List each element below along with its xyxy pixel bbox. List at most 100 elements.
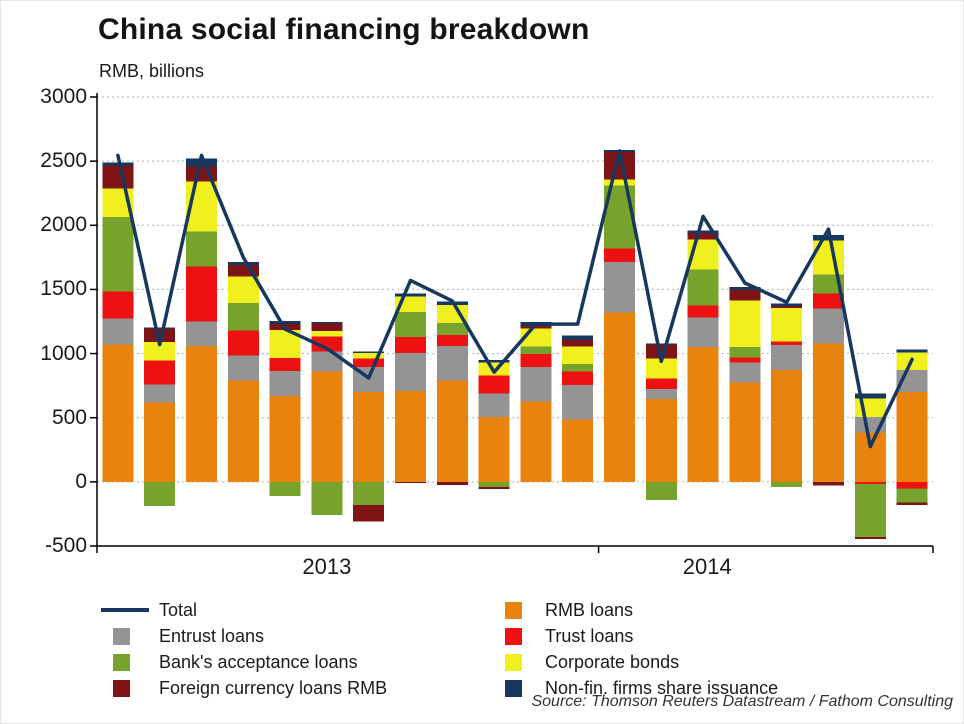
bar-segment <box>102 165 134 189</box>
bar-segment <box>144 342 176 361</box>
bar-segment <box>269 395 301 482</box>
bar-segment <box>395 293 426 297</box>
bar-segment <box>102 162 134 166</box>
legend-square-swatch-icon <box>501 601 545 619</box>
legend-label: RMB loans <box>545 599 634 620</box>
bar-segment <box>562 340 594 347</box>
bar-segment <box>436 380 468 482</box>
legend-line-swatch-icon <box>97 608 159 612</box>
bar-segment <box>227 265 259 277</box>
bar-segment <box>729 357 761 363</box>
bar-segment <box>102 318 134 345</box>
bar-segment <box>478 486 510 489</box>
bar-segment <box>186 345 217 482</box>
legend-square-swatch-icon <box>501 679 545 697</box>
bar-segment <box>645 388 677 400</box>
chart-subtitle: RMB, billions <box>99 61 205 81</box>
bar-segment <box>395 311 426 337</box>
bar-segment <box>645 481 677 500</box>
bar-segment <box>771 345 803 371</box>
bar-segment <box>771 481 803 487</box>
bar-segment <box>645 399 677 482</box>
bar-segment <box>520 367 552 402</box>
bar-segment <box>771 370 803 482</box>
bar-segment <box>227 355 259 381</box>
bar-segment <box>436 304 468 323</box>
legend-item: Entrust loans <box>97 623 501 649</box>
source-note: Source: Thomson Reuters Datastream / Fat… <box>531 693 953 710</box>
bar-segment <box>269 481 301 496</box>
bar-segment <box>186 266 217 322</box>
bar-segment <box>604 312 635 482</box>
bar-segment <box>813 274 844 294</box>
bar-segment <box>353 392 385 482</box>
bar-segment <box>854 481 886 484</box>
legend-item: Corporate bonds <box>501 649 778 675</box>
x-axis-year-label: 2014 <box>682 554 732 579</box>
bar-segment <box>436 345 468 381</box>
bar-segment <box>896 502 928 505</box>
bar-segment <box>645 344 677 359</box>
bar-segment <box>144 384 176 403</box>
bar-segment <box>854 393 886 399</box>
bar-segment <box>687 269 719 306</box>
y-axis-label: -500 <box>44 534 87 557</box>
bar-segment <box>102 344 134 482</box>
bar-segment <box>729 362 761 383</box>
bar-segment <box>227 261 259 266</box>
bar-segment <box>353 351 385 353</box>
x-axis-year-label: 2013 <box>302 554 352 579</box>
bar-segment <box>436 334 468 346</box>
bar-segment <box>227 276 259 303</box>
bar-segment <box>896 488 928 503</box>
bar-segment <box>436 481 468 486</box>
bar-segment <box>771 306 803 309</box>
bar-segment <box>478 375 510 394</box>
total-line <box>116 149 914 449</box>
legend-label: Foreign currency loans RMB <box>159 677 388 698</box>
bar-segment <box>729 300 761 348</box>
legend-square-swatch-icon <box>97 653 159 671</box>
bar-segment <box>227 302 259 331</box>
bar-segment <box>353 352 385 359</box>
legend-label: Corporate bonds <box>545 651 680 672</box>
bar-segment <box>311 371 343 482</box>
bar-segment <box>813 343 844 482</box>
bar-segment <box>771 341 803 346</box>
bar-segment <box>771 303 803 307</box>
legend-item: Total <box>97 597 501 623</box>
swatch-color <box>101 608 149 612</box>
y-axis-label: 1000 <box>40 341 87 365</box>
legend-column: RMB loans Trust loans Corporate bonds Non-f… <box>501 597 778 701</box>
bar-segment <box>227 380 259 482</box>
bar-segment <box>520 346 552 355</box>
bar-segment <box>311 323 343 332</box>
bar-segment <box>687 232 719 240</box>
bar-segment <box>227 330 259 356</box>
legend-label: Entrust loans <box>159 625 265 646</box>
bar-segment <box>395 481 426 484</box>
bar-segment <box>478 359 510 363</box>
bar-segment <box>645 343 677 345</box>
chart-title: China social financing breakdown <box>98 13 590 46</box>
bar-segment <box>311 322 343 324</box>
bar-segment <box>269 358 301 371</box>
bar-segment <box>687 305 719 318</box>
legend-label: Trust loans <box>545 625 634 646</box>
legend-item: Non-fin. firms share issuance <box>501 675 778 701</box>
bar-segment <box>562 419 594 482</box>
legend-square-swatch-icon <box>97 679 159 697</box>
bar-segment <box>729 347 761 358</box>
bar-segment <box>729 382 761 482</box>
legend-square-swatch-icon <box>501 653 545 671</box>
bar-segment <box>395 390 426 482</box>
bar-segment <box>478 481 510 487</box>
legend-item: Foreign currency loans RMB <box>97 675 501 701</box>
swatch-color <box>113 679 130 697</box>
bar-segment <box>562 371 594 386</box>
bar-segment <box>854 537 886 539</box>
y-axis-label: 1500 <box>40 277 87 301</box>
bar-segment <box>604 261 635 313</box>
bar-segment <box>562 346 594 364</box>
